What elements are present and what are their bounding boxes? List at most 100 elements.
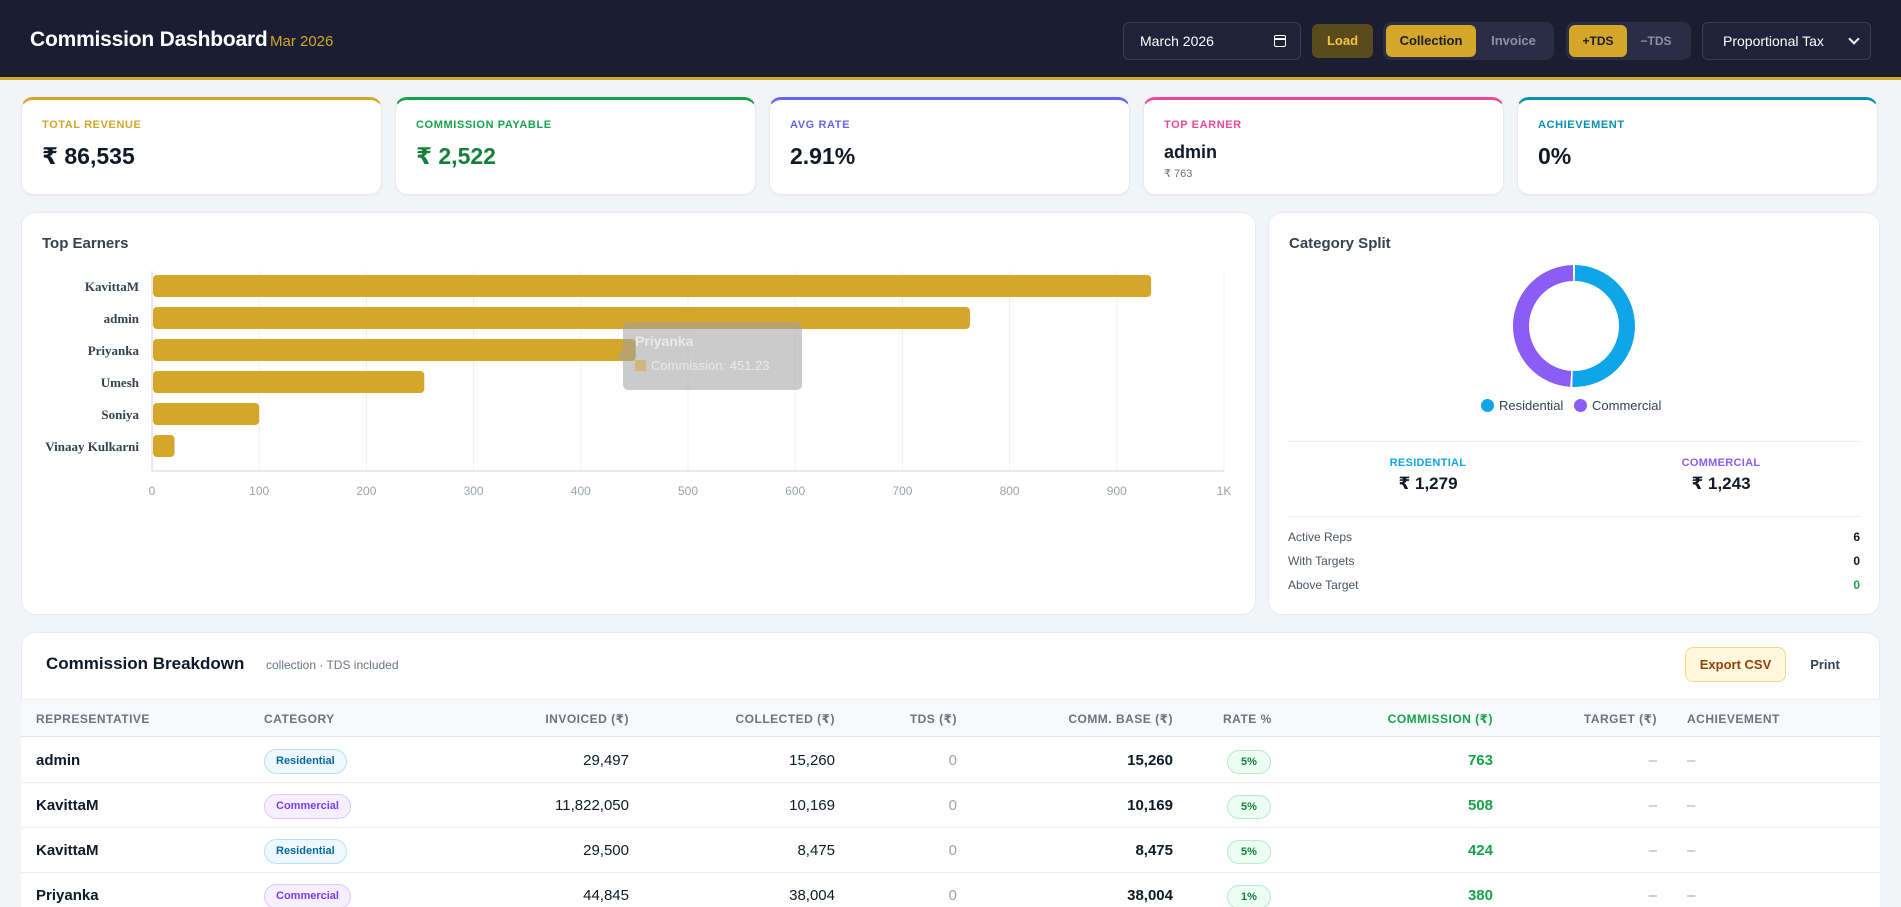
col-rate[interactable]: RATE % [1223, 712, 1272, 726]
split-divider-top [1288, 441, 1860, 442]
cell-achievement: – [1687, 797, 1696, 814]
load-button[interactable]: Load [1312, 24, 1373, 58]
col-tds[interactable]: TDS (₹) [909, 712, 957, 726]
stat-above-target: Above Target 0 [1288, 578, 1860, 592]
cell-representative: admin [36, 752, 81, 769]
x-tick-label: 600 [785, 484, 805, 498]
cell-achievement: – [1687, 752, 1696, 769]
y-category-label: admin [104, 311, 140, 326]
stat-active-reps: Active Reps 6 [1288, 530, 1860, 544]
cell-comm-base: 8,475 [1135, 842, 1173, 859]
table-row[interactable]: KavittaM Residential 29,500 8,475 0 8,475 5% 42… [21, 828, 1880, 873]
chart-tooltip: Priyanka Commission: 451.23 [617, 322, 802, 390]
stat-value: 0 [1853, 554, 1860, 568]
table-row[interactable]: admin Residential 29,497 15,260 0 15,260 5% 763… [21, 738, 1880, 783]
cell-target: – [1648, 797, 1657, 814]
kpi-label: TOP EARNER [1164, 119, 1242, 131]
kpi-label: ACHIEVEMENT [1538, 119, 1625, 131]
cell-comm-base: 15,260 [1127, 752, 1173, 769]
bar-vinaay-kulkarni[interactable] [153, 435, 175, 457]
y-category-label: Vinaay Kulkarni [45, 439, 139, 454]
table-row[interactable]: Priyanka Commercial 44,845 38,004 0 38,004 1% 3… [21, 873, 1880, 907]
cell-tds: 0 [948, 797, 957, 814]
tds-plus-option[interactable]: +TDS [1569, 25, 1627, 57]
x-tick-label: 100 [249, 484, 269, 498]
col-invoiced[interactable]: INVOICED (₹) [545, 712, 629, 726]
cell-category: Residential [264, 839, 347, 864]
kpi-card-achievement: ACHIEVEMENT 0% [1517, 97, 1878, 195]
cell-representative: Priyanka [36, 887, 99, 904]
cell-achievement: – [1687, 842, 1696, 859]
residential-total-value: ₹ 1,279 [1398, 474, 1458, 493]
tds-toggle: +TDS −TDS [1566, 22, 1691, 60]
cell-tds: 0 [948, 887, 957, 904]
tooltip-arrow [617, 350, 623, 362]
col-comm-base[interactable]: COMM. BASE (₹) [1068, 712, 1173, 726]
x-tick-label: 200 [356, 484, 376, 498]
legend-commercial[interactable]: Commercial [1574, 398, 1661, 413]
y-category-label: KavittaM [85, 279, 139, 294]
cell-category: Commercial [264, 884, 351, 907]
cell-invoiced: 29,497 [583, 752, 629, 769]
kpi-label: COMMISSION PAYABLE [416, 119, 552, 131]
tax-mode-value: Proportional Tax [1723, 33, 1824, 49]
print-button[interactable]: Print [1810, 657, 1840, 672]
x-tick-label: 0 [149, 484, 156, 498]
cell-tds: 0 [948, 842, 957, 859]
donut-slice-residential[interactable] [1572, 265, 1635, 387]
stat-label: Active Reps [1288, 530, 1353, 544]
calendar-icon[interactable] [1274, 35, 1286, 47]
stat-with-targets: With Targets 0 [1288, 554, 1860, 568]
month-picker[interactable]: March 2026 [1123, 22, 1301, 60]
basis-collection-option[interactable]: Collection [1386, 25, 1476, 57]
col-category[interactable]: CATEGORY [264, 712, 335, 726]
col-target[interactable]: TARGET (₹) [1583, 712, 1657, 726]
cell-invoiced: 11,822,050 [555, 797, 629, 814]
cell-commission: 508 [1467, 797, 1493, 814]
tax-mode-select[interactable]: Proportional Tax [1702, 22, 1871, 60]
tooltip-title: Priyanka [635, 333, 694, 349]
donut-slice-commercial[interactable] [1513, 265, 1574, 387]
legend-residential[interactable]: Residential [1481, 398, 1563, 413]
table-row[interactable]: KavittaM Commercial 11,822,050 10,169 0 10,16… [21, 783, 1880, 828]
cell-category: Residential [264, 749, 347, 774]
split-divider-bottom [1288, 516, 1860, 517]
bar-kavittam[interactable] [153, 275, 1152, 297]
legend-dot-residential [1481, 399, 1494, 412]
cell-collected: 10,169 [789, 797, 835, 814]
top-header: Commission Dashboard Mar 2026 March 2026… [0, 0, 1901, 80]
cell-commission: 380 [1467, 887, 1493, 904]
basis-invoice-option[interactable]: Invoice [1491, 33, 1536, 48]
cell-target: – [1648, 752, 1657, 769]
col-achievement[interactable]: ACHIEVEMENT [1687, 712, 1780, 726]
x-tick-label: 400 [571, 484, 591, 498]
cell-invoiced: 44,845 [583, 887, 629, 904]
export-csv-button[interactable]: Export CSV [1685, 647, 1786, 682]
kpi-card-commission-payable: COMMISSION PAYABLE ₹ 2,522 [395, 97, 756, 195]
col-commission[interactable]: COMMISSION (₹) [1387, 712, 1493, 726]
table-header: REPRESENTATIVE CATEGORY INVOICED (₹) COL… [21, 699, 1880, 737]
category-split-panel: Category Split [1268, 212, 1880, 615]
x-tick-label: 300 [464, 484, 484, 498]
col-representative[interactable]: REPRESENTATIVE [36, 712, 150, 726]
col-collected[interactable]: COLLECTED (₹) [735, 712, 835, 726]
kpi-label: TOTAL REVENUE [42, 119, 142, 131]
breakdown-subtitle: collection · TDS included [266, 658, 399, 672]
bar-priyanka[interactable] [153, 339, 636, 361]
top-earners-title: Top Earners [42, 235, 129, 252]
period-label: Mar 2026 [270, 33, 334, 50]
tds-minus-option[interactable]: −TDS [1640, 34, 1672, 48]
kpi-value: 2.91% [790, 143, 856, 169]
cell-commission: 424 [1467, 842, 1493, 859]
cell-collected: 38,004 [789, 887, 835, 904]
y-category-label: Priyanka [88, 343, 140, 358]
bar-umesh[interactable] [153, 371, 425, 393]
kpi-subvalue: ₹ 763 [1164, 168, 1193, 180]
cell-comm-base: 38,004 [1127, 887, 1173, 904]
bar-soniya[interactable] [153, 403, 260, 425]
tooltip-swatch [635, 360, 646, 371]
cell-rate: 5% [1227, 750, 1271, 774]
cell-target: – [1648, 842, 1657, 859]
category-split-title: Category Split [1289, 235, 1391, 252]
y-category-label: Soniya [101, 407, 139, 422]
